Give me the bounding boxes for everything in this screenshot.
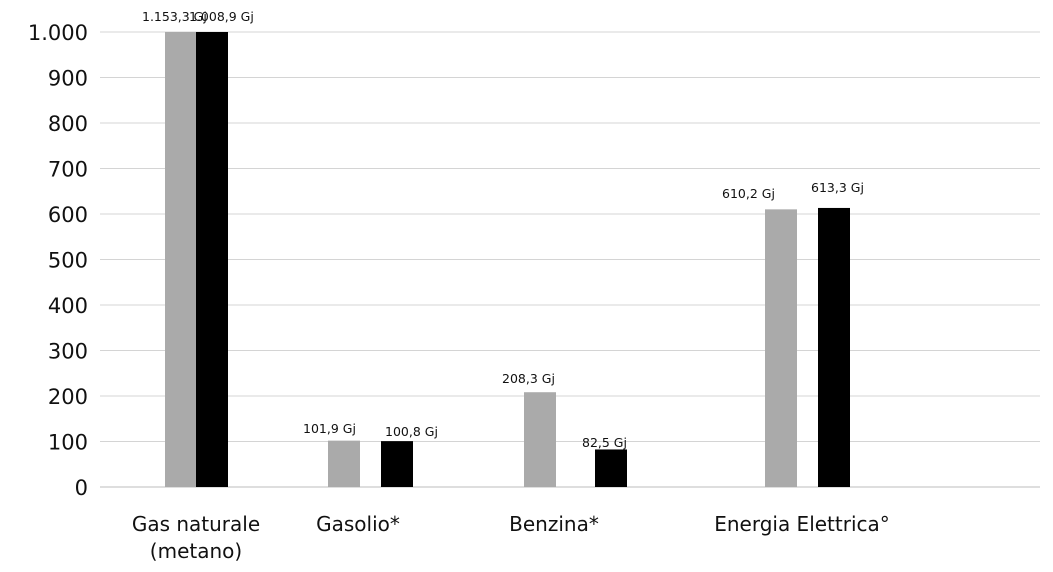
bar xyxy=(196,32,228,487)
data-label: 101,9 Gj xyxy=(303,421,356,436)
category-label: Benzina* xyxy=(509,512,599,536)
bar xyxy=(381,441,413,487)
y-tick-label: 0 xyxy=(75,476,88,500)
bar xyxy=(165,32,197,487)
bar xyxy=(818,207,850,488)
y-tick-label: 100 xyxy=(48,431,88,455)
y-tick-label: 900 xyxy=(48,67,88,91)
data-label: 1.153,3 Gj xyxy=(142,9,207,24)
data-label: 208,3 Gj xyxy=(502,371,555,386)
data-label: 100,8 Gj xyxy=(385,424,438,439)
category-label: (metano) xyxy=(150,539,242,563)
y-tick-label: 500 xyxy=(48,249,88,273)
bar xyxy=(524,392,556,487)
data-labels: 1.153,3 Gj 101,9 Gj 208,3 Gj 610,2 Gj 1.008,… xyxy=(142,9,864,450)
bar xyxy=(595,449,627,487)
category-label: Energia Elettrica° xyxy=(714,512,890,536)
bar xyxy=(328,440,360,487)
y-tick-label: 400 xyxy=(48,294,88,318)
y-tick-label: 1.000 xyxy=(28,21,88,45)
y-tick-label: 600 xyxy=(48,203,88,227)
y-tick-label: 800 xyxy=(48,112,88,136)
data-label: 613,3 Gj xyxy=(811,180,864,195)
category-label: Gasolio* xyxy=(316,512,400,536)
y-tick-label: 200 xyxy=(48,385,88,409)
gridlines xyxy=(100,31,1040,488)
y-axis-tick-labels: 0 100 200 300 400 500 600 700 800 900 1.000 xyxy=(28,21,88,500)
bar xyxy=(765,209,797,487)
y-tick-label: 700 xyxy=(48,158,88,182)
data-label: 610,2 Gj xyxy=(722,186,775,201)
bars xyxy=(165,32,850,488)
y-tick-label: 300 xyxy=(48,340,88,364)
x-axis-category-labels: Gas naturale (metano) Gasolio* Benzina* Ener… xyxy=(132,512,890,563)
data-label: 1.008,9 Gj xyxy=(189,9,254,24)
data-label: 82,5 Gj xyxy=(582,435,627,450)
category-label: Gas naturale xyxy=(132,512,260,536)
